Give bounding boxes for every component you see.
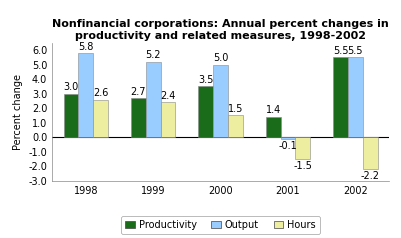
Text: 5.0: 5.0 — [213, 53, 228, 63]
Bar — [131, 98, 146, 137]
Bar — [160, 102, 175, 137]
Text: -0.1: -0.1 — [279, 141, 297, 151]
Text: 1.4: 1.4 — [265, 105, 281, 115]
Bar — [348, 57, 363, 137]
Text: 2.7: 2.7 — [131, 87, 146, 97]
Bar — [295, 137, 310, 159]
Text: 3.0: 3.0 — [63, 82, 79, 92]
Bar — [213, 65, 228, 137]
Title: Nonfinancial corporations: Annual percent changes in
productivity and related me: Nonfinancial corporations: Annual percen… — [52, 19, 389, 41]
Bar — [333, 57, 348, 137]
Text: 5.8: 5.8 — [78, 42, 93, 52]
Bar — [64, 94, 79, 137]
Text: 5.5: 5.5 — [333, 46, 348, 56]
Text: 2.4: 2.4 — [160, 91, 176, 101]
Text: 5.2: 5.2 — [146, 50, 161, 60]
Text: 3.5: 3.5 — [198, 75, 213, 85]
Bar — [363, 137, 377, 169]
Bar — [281, 137, 295, 139]
Text: 1.5: 1.5 — [228, 104, 243, 114]
Bar — [228, 115, 243, 137]
Bar — [198, 86, 213, 137]
Text: -1.5: -1.5 — [293, 161, 312, 171]
Text: -2.2: -2.2 — [360, 171, 380, 181]
Bar — [79, 53, 93, 137]
Bar — [266, 117, 281, 137]
Bar — [146, 62, 160, 137]
Y-axis label: Percent change: Percent change — [13, 74, 23, 150]
Text: 5.5: 5.5 — [348, 46, 363, 56]
Legend: Productivity, Output, Hours: Productivity, Output, Hours — [121, 216, 320, 234]
Text: 2.6: 2.6 — [93, 88, 108, 98]
Bar — [93, 99, 108, 137]
